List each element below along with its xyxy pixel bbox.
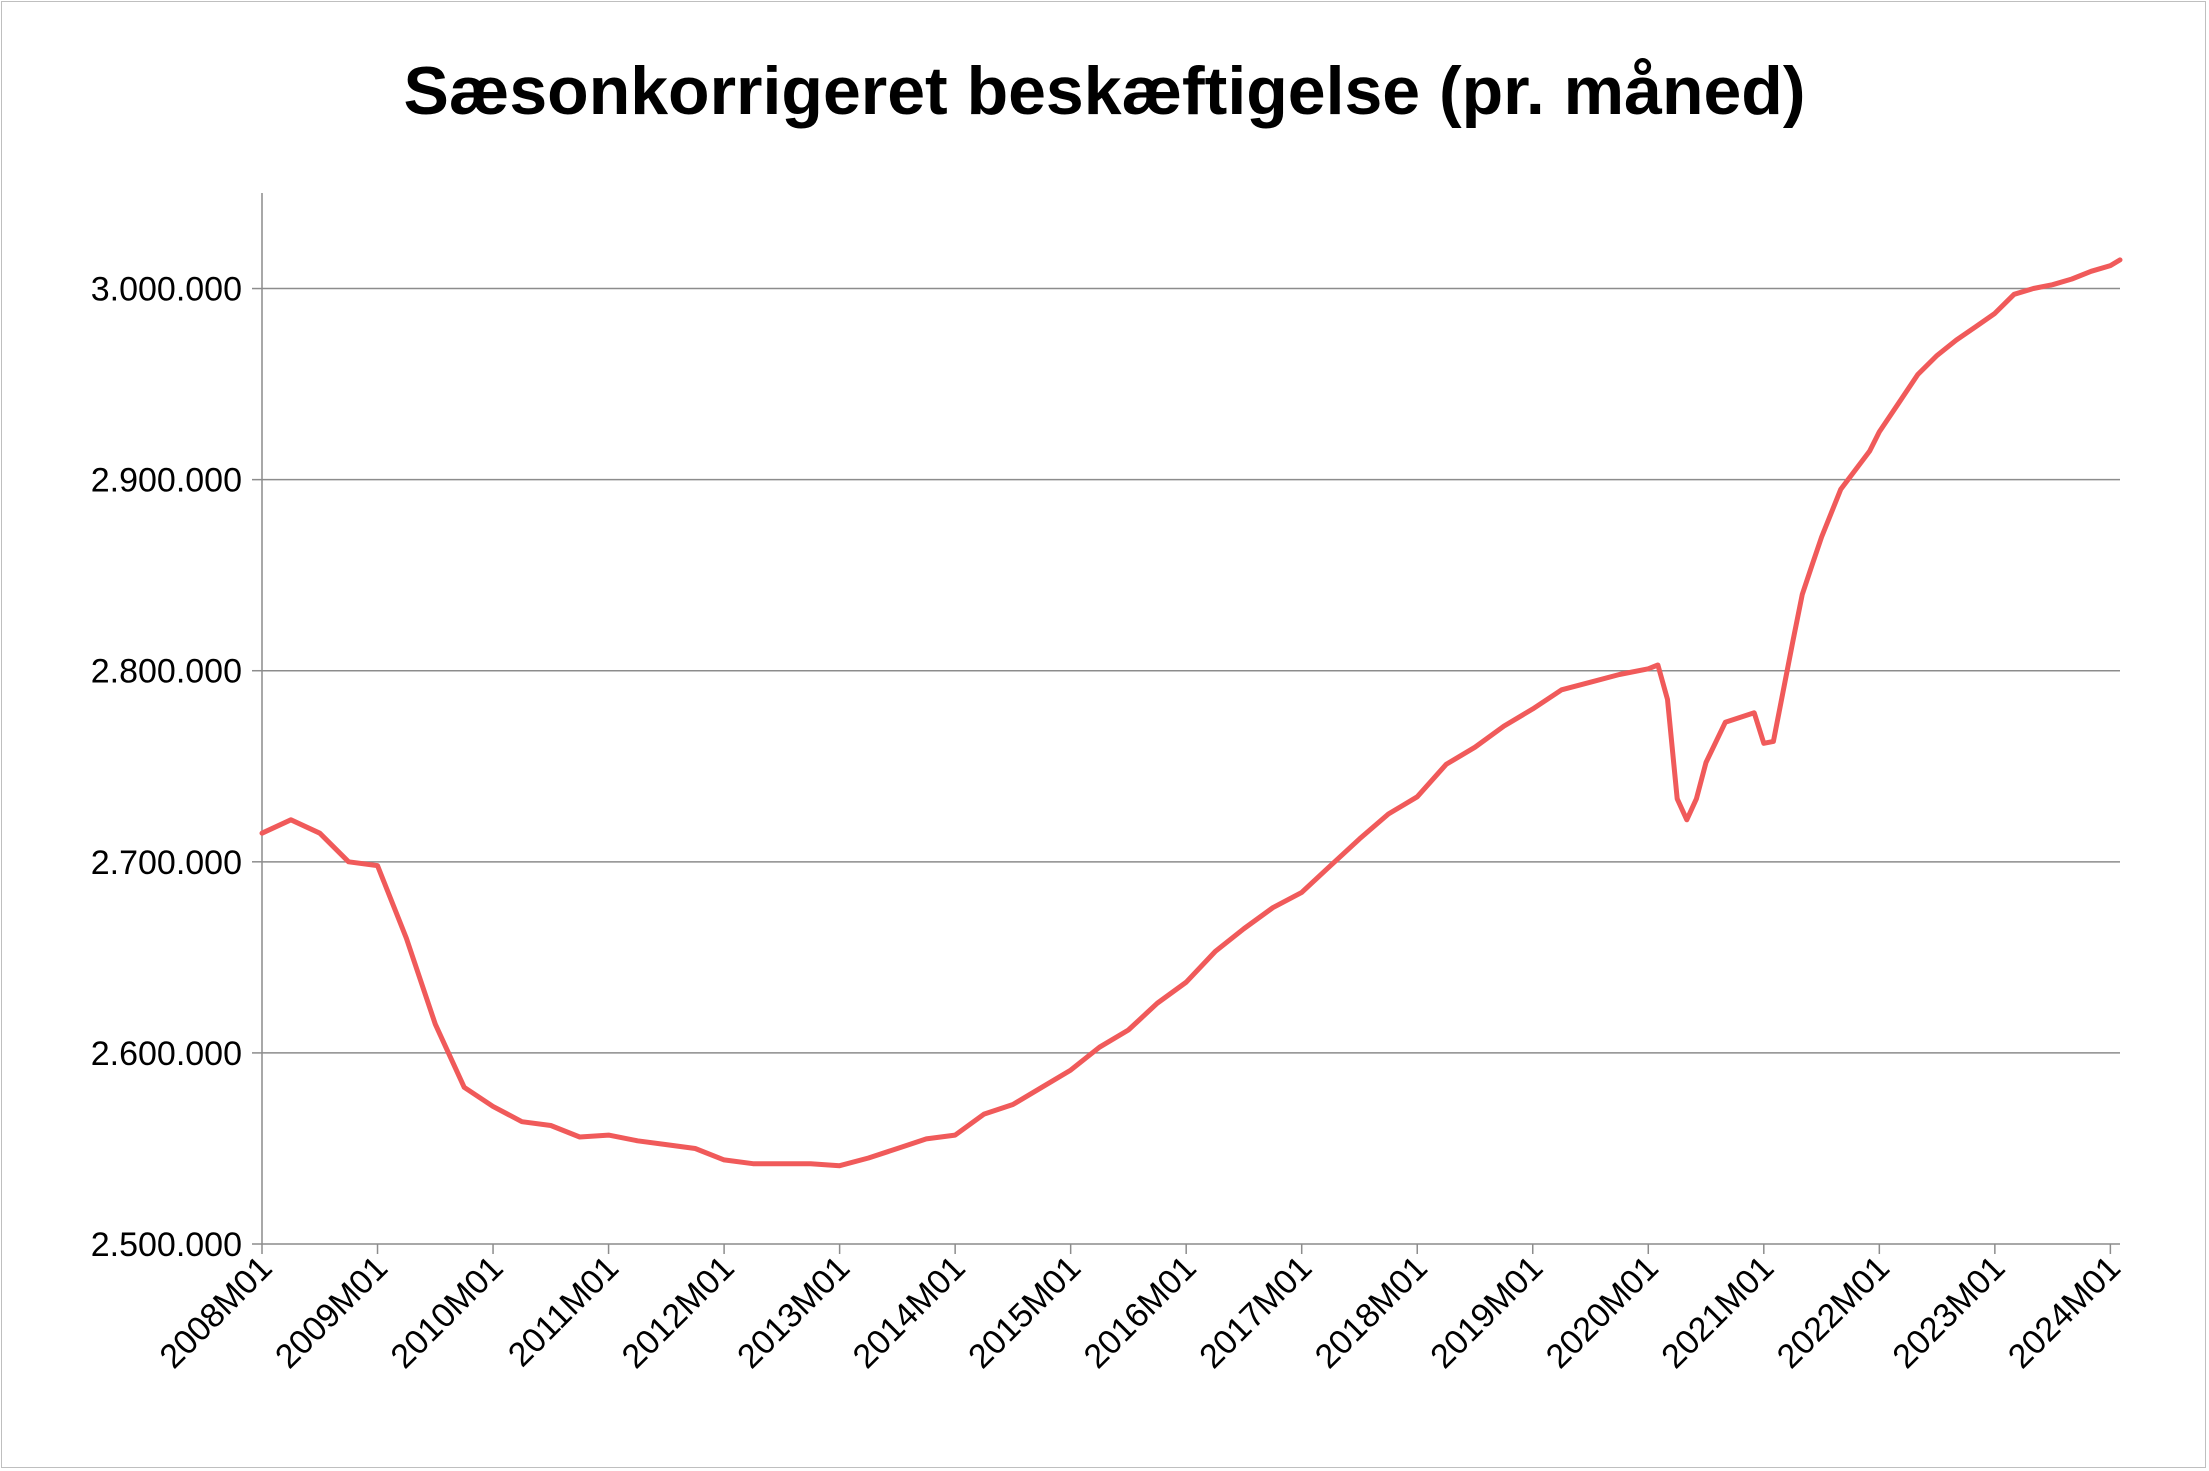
x-tick-label: 2008M01 bbox=[153, 1249, 280, 1376]
y-tick-labels: 2.500.000 2.600.000 2.700.000 2.800.000 2.90… bbox=[91, 271, 242, 1264]
x-tick-label: 2012M01 bbox=[615, 1249, 742, 1376]
y-tick-label: 2.500.000 bbox=[91, 1226, 242, 1264]
x-tick-label: 2024M01 bbox=[2001, 1249, 2128, 1376]
x-tick-label: 2021M01 bbox=[1654, 1249, 1781, 1376]
y-tick-label: 2.800.000 bbox=[91, 653, 242, 691]
x-tick-label: 2015M01 bbox=[961, 1249, 1088, 1376]
gridlines bbox=[262, 287, 2120, 1054]
x-tick-label: 2020M01 bbox=[1539, 1249, 1666, 1376]
x-tick-label: 2019M01 bbox=[1423, 1249, 1550, 1376]
x-tick-label: 2010M01 bbox=[384, 1249, 511, 1376]
x-tick-label: 2009M01 bbox=[268, 1249, 395, 1376]
y-tick-label: 3.000.000 bbox=[91, 271, 242, 309]
x-tick-label: 2017M01 bbox=[1192, 1249, 1319, 1376]
y-tick-label: 2.600.000 bbox=[91, 1035, 242, 1073]
series-line bbox=[259, 257, 2123, 1169]
x-tick-label: 2013M01 bbox=[730, 1249, 857, 1376]
x-tick-label: 2014M01 bbox=[846, 1249, 973, 1376]
x-tick-label: 2018M01 bbox=[1308, 1249, 1435, 1376]
x-tick-label: 2022M01 bbox=[1770, 1249, 1897, 1376]
series-employment bbox=[259, 257, 2123, 1169]
x-tick-label: 2011M01 bbox=[501, 1249, 626, 1374]
y-tick-label: 2.900.000 bbox=[91, 462, 242, 500]
y-tick-label: 2.700.000 bbox=[91, 844, 242, 882]
axes bbox=[252, 193, 2120, 1254]
chart-title: Sæsonkorrigeret beskæftigelse (pr. måned… bbox=[403, 53, 1806, 129]
x-tick-label: 2023M01 bbox=[1885, 1249, 2012, 1376]
x-tick-labels: 2008M012009M012010M012011M012012M012013M… bbox=[153, 1249, 2128, 1376]
x-tick-label: 2016M01 bbox=[1077, 1249, 1204, 1376]
